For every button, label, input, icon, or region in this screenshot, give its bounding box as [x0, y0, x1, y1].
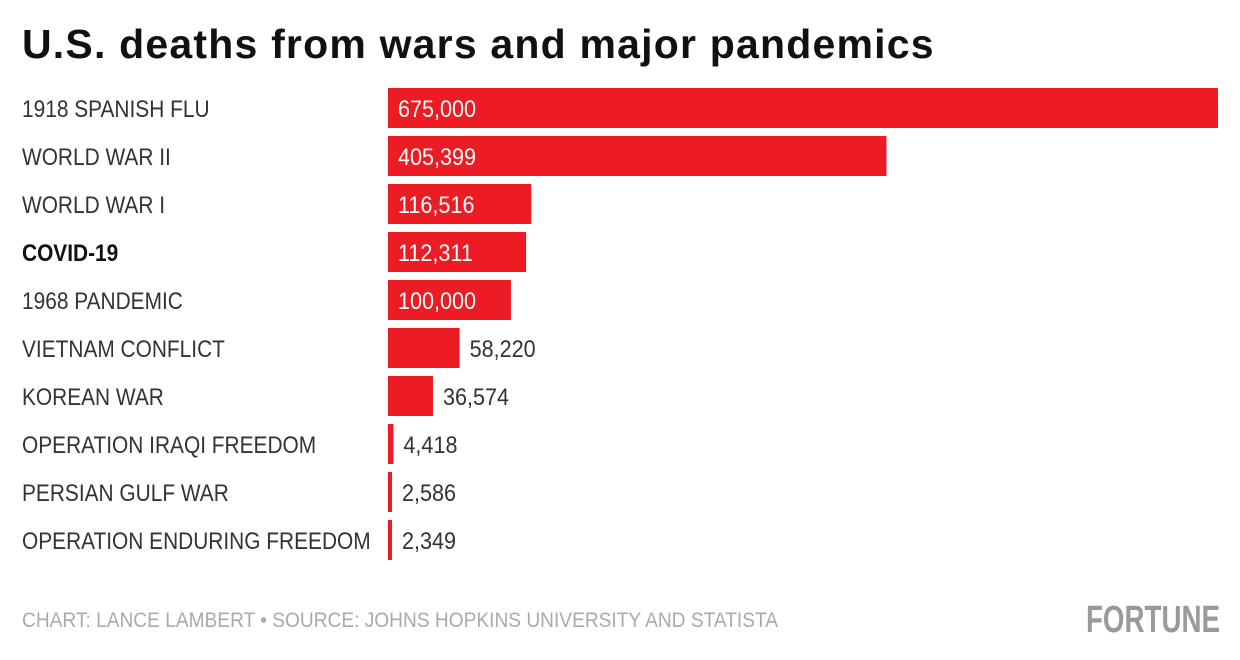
category-label: VIETNAM CONFLICT: [22, 336, 225, 363]
value-label: 112,311: [398, 239, 473, 266]
category-label: KOREAN WAR: [22, 384, 164, 411]
bars: [388, 88, 1218, 560]
value-labels: 675,000 405,399 116,516 112,311 100,000 58,22…: [398, 95, 536, 554]
chart-title: U.S. deaths from wars and major pandemic…: [22, 21, 935, 67]
value-label: 58,220: [470, 335, 536, 362]
category-label: COVID-19: [22, 240, 118, 267]
bar: [388, 280, 511, 320]
bar: [388, 184, 532, 224]
value-label: 116,516: [398, 191, 474, 218]
category-label: OPERATION IRAQI FREEDOM: [22, 432, 316, 459]
bar: [388, 232, 527, 272]
bar: [388, 472, 392, 512]
fortune-logo: FORTUNE: [1086, 599, 1220, 641]
category-label: PERSIAN GULF WAR: [22, 480, 229, 507]
category-labels: 1918 SPANISH FLU WORLD WAR II WORLD WAR I C…: [22, 96, 371, 555]
bar: [388, 520, 392, 560]
value-label: 4,418: [403, 431, 457, 458]
value-label: 36,574: [443, 383, 509, 410]
value-label: 100,000: [398, 287, 476, 314]
value-label: 2,349: [402, 527, 456, 554]
bar: [388, 328, 460, 368]
value-label: 675,000: [398, 95, 476, 122]
bar: [388, 136, 887, 176]
value-label: 405,399: [398, 143, 476, 170]
category-label: 1918 SPANISH FLU: [22, 96, 210, 123]
bar: [388, 376, 433, 416]
source-credit: CHART: LANCE LAMBERT • SOURCE: JOHNS HOP…: [22, 609, 778, 632]
category-label: WORLD WAR I: [22, 192, 165, 219]
bar: [388, 424, 394, 464]
bar: [388, 88, 1218, 128]
category-label: 1968 PANDEMIC: [22, 288, 183, 315]
category-label: WORLD WAR II: [22, 144, 171, 171]
category-label: OPERATION ENDURING FREEDOM: [22, 528, 371, 555]
value-label: 2,586: [402, 479, 456, 506]
